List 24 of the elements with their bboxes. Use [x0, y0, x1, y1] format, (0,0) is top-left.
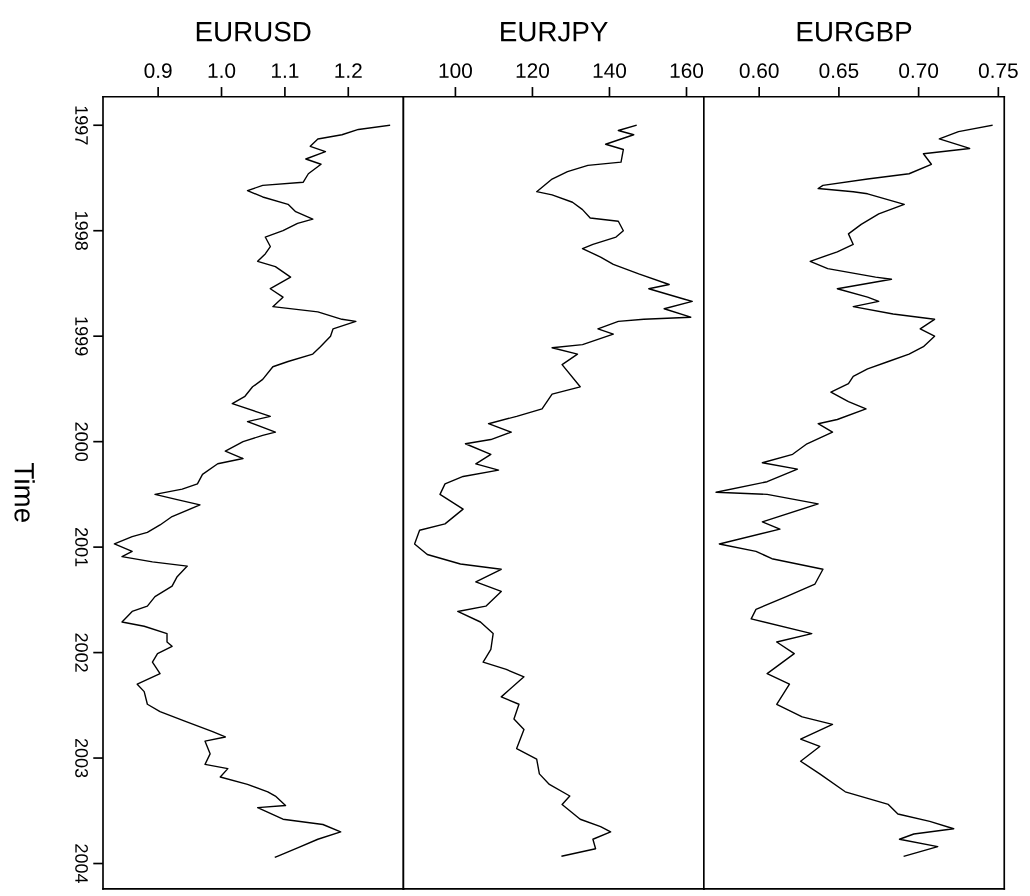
x-tick-label: 1.2: [335, 63, 362, 78]
y-tick-label: 1999: [75, 317, 88, 356]
x-tick-label: 0.75: [978, 63, 1018, 79]
y-tick-label: 1997: [75, 106, 88, 145]
y-tick-label: 2003: [75, 738, 88, 778]
y-tick-label: 1998: [75, 212, 88, 251]
y-tick-label: 2004: [75, 844, 88, 884]
y-tick-label: 2001: [75, 527, 88, 567]
chart-title: EURUSD: [196, 21, 311, 42]
x-tick-label: 1.1: [272, 63, 299, 78]
x-tick-label: 160: [670, 63, 704, 79]
x-tick-label: 1.0: [208, 63, 236, 79]
chart-title: EURGBP: [797, 21, 912, 42]
y-axis-title: Time: [14, 463, 35, 522]
y-tick-label: 2002: [75, 633, 88, 672]
x-tick-label: 0.9: [144, 63, 172, 79]
x-tick-label: 140: [593, 63, 627, 79]
x-tick-label: 100: [439, 63, 472, 79]
chart-title: EURJPY: [501, 22, 608, 42]
x-tick-label: 0.70: [899, 63, 939, 79]
x-tick-label: 0.60: [739, 63, 779, 79]
x-tick-label: 120: [516, 63, 550, 79]
y-tick-label: 2000: [75, 422, 88, 462]
x-tick-label: 0.65: [819, 63, 859, 79]
